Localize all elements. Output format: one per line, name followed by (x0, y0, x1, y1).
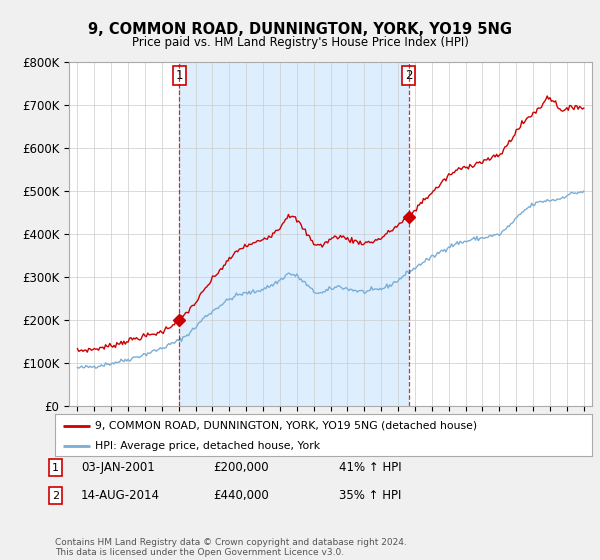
Text: £440,000: £440,000 (213, 489, 269, 502)
Text: 1: 1 (52, 463, 59, 473)
Text: Price paid vs. HM Land Registry's House Price Index (HPI): Price paid vs. HM Land Registry's House … (131, 36, 469, 49)
Text: HPI: Average price, detached house, York: HPI: Average price, detached house, York (95, 441, 320, 451)
Text: 35% ↑ HPI: 35% ↑ HPI (339, 489, 401, 502)
Text: Contains HM Land Registry data © Crown copyright and database right 2024.
This d: Contains HM Land Registry data © Crown c… (55, 538, 407, 557)
Text: 1: 1 (176, 69, 183, 82)
Text: 2: 2 (52, 491, 59, 501)
Text: £200,000: £200,000 (213, 461, 269, 474)
Text: 9, COMMON ROAD, DUNNINGTON, YORK, YO19 5NG: 9, COMMON ROAD, DUNNINGTON, YORK, YO19 5… (88, 22, 512, 38)
Text: 2: 2 (405, 69, 412, 82)
Text: 03-JAN-2001: 03-JAN-2001 (81, 461, 155, 474)
Bar (179, 62, 409, 406)
Text: 9, COMMON ROAD, DUNNINGTON, YORK, YO19 5NG (detached house): 9, COMMON ROAD, DUNNINGTON, YORK, YO19 5… (95, 421, 478, 431)
Text: 41% ↑ HPI: 41% ↑ HPI (339, 461, 401, 474)
Text: 14-AUG-2014: 14-AUG-2014 (81, 489, 160, 502)
